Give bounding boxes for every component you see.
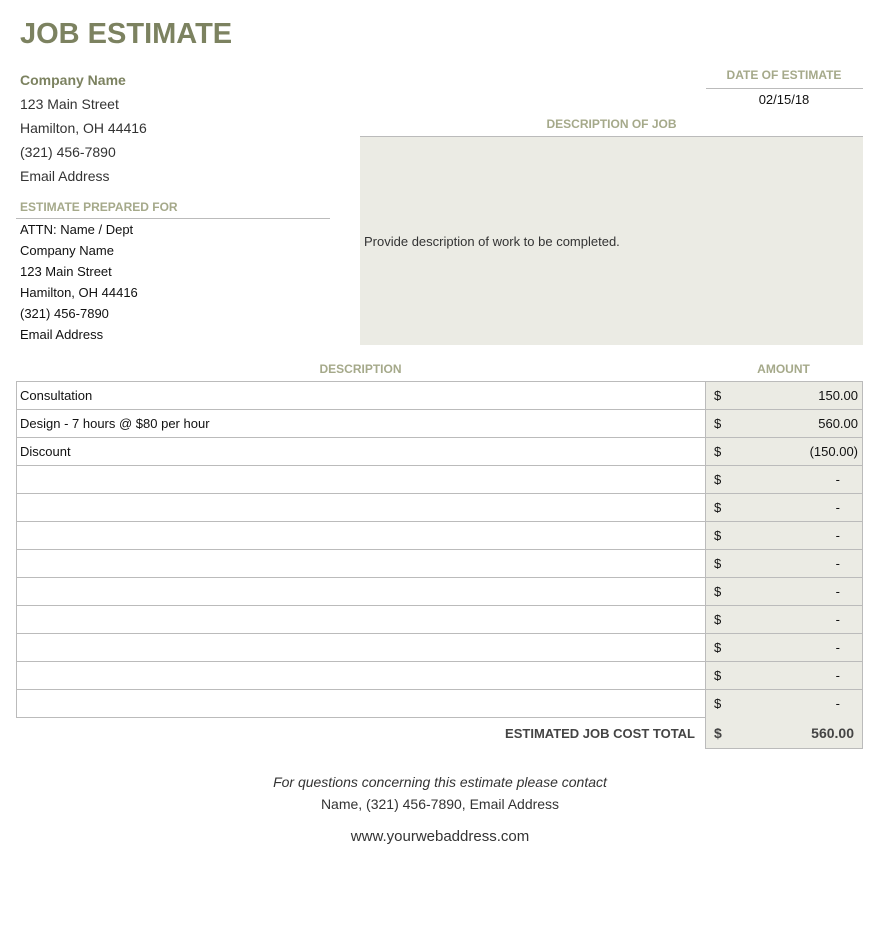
amount-value: 560.00: [818, 416, 858, 431]
table-row: $ -: [16, 661, 863, 690]
footer-website[interactable]: www.yourwebaddress.com: [350, 828, 530, 845]
job-description-label: DESCRIPTION OF JOB: [546, 117, 677, 131]
total-value: 560.00: [811, 724, 854, 741]
row-description[interactable]: Discount: [16, 437, 706, 466]
row-description[interactable]: [16, 633, 706, 662]
divider: [706, 88, 863, 89]
row-description[interactable]: [16, 577, 706, 606]
row-amount[interactable]: $ -: [705, 605, 863, 634]
description-header: DESCRIPTION: [319, 362, 402, 376]
prepared-line: Hamilton, OH 44416: [20, 285, 138, 300]
currency-symbol: $: [714, 500, 722, 515]
company-city: Hamilton, OH 44416: [20, 120, 147, 136]
date-value[interactable]: 02/15/18: [758, 92, 810, 107]
currency-symbol: $: [714, 388, 722, 403]
row-description[interactable]: [16, 549, 706, 578]
row-amount[interactable]: $ -: [705, 661, 863, 690]
line-items-table: Consultation $150.00 Design - 7 hours @ $…: [16, 381, 863, 718]
currency-symbol: $: [714, 612, 722, 627]
row-amount[interactable]: $560.00: [705, 409, 863, 438]
table-row: $ -: [16, 633, 863, 662]
table-row: $ -: [16, 493, 863, 522]
date-label: DATE OF ESTIMATE: [726, 68, 842, 82]
table-row: $ -: [16, 577, 863, 606]
table-row: Consultation $150.00: [16, 381, 863, 410]
currency-symbol: $: [714, 724, 722, 741]
amount-value: -: [835, 612, 840, 627]
row-amount[interactable]: $ -: [705, 689, 863, 718]
row-amount[interactable]: $ -: [705, 633, 863, 662]
table-row: $ -: [16, 689, 863, 718]
amount-value: -: [835, 472, 840, 487]
table-row: $ -: [16, 465, 863, 494]
row-amount[interactable]: $ -: [705, 577, 863, 606]
table-row: Discount $ (150.00): [16, 437, 863, 466]
prepared-line: Email Address: [20, 327, 104, 342]
row-description[interactable]: [16, 605, 706, 634]
amount-value: -: [835, 640, 840, 655]
table-row: $ -: [16, 549, 863, 578]
currency-symbol: $: [714, 640, 722, 655]
company-email: Email Address: [20, 168, 110, 184]
amount-header: AMOUNT: [757, 362, 810, 376]
row-amount[interactable]: $ -: [705, 465, 863, 494]
prepared-for-label: ESTIMATE PREPARED FOR: [20, 200, 178, 214]
footer-contact: Name, (321) 456-7890, Email Address: [320, 796, 560, 812]
row-amount[interactable]: $ -: [705, 493, 863, 522]
job-description-box[interactable]: Provide description of work to be comple…: [360, 136, 863, 345]
company-phone: (321) 456-7890: [20, 144, 116, 160]
total-cell: $560.00: [705, 717, 863, 749]
prepared-line: Company Name: [20, 243, 114, 258]
amount-value: (150.00): [809, 444, 858, 459]
amount-value: -: [835, 668, 840, 683]
currency-symbol: $: [714, 668, 722, 683]
row-description[interactable]: Consultation: [16, 381, 706, 410]
amount-value: -: [835, 528, 840, 543]
row-description[interactable]: [16, 521, 706, 550]
prepared-line: (321) 456-7890: [20, 306, 109, 321]
currency-symbol: $: [714, 696, 722, 711]
row-description[interactable]: [16, 689, 706, 718]
table-row: $ -: [16, 605, 863, 634]
company-street: 123 Main Street: [20, 96, 119, 112]
divider: [16, 218, 330, 219]
currency-symbol: $: [714, 444, 722, 459]
currency-symbol: $: [714, 416, 722, 431]
currency-symbol: $: [714, 556, 722, 571]
amount-value: 150.00: [818, 388, 858, 403]
table-row: Design - 7 hours @ $80 per hour $560.00: [16, 409, 863, 438]
amount-value: -: [835, 556, 840, 571]
amount-value: -: [835, 584, 840, 599]
currency-symbol: $: [714, 584, 722, 599]
table-row: $ -: [16, 521, 863, 550]
amount-value: -: [835, 696, 840, 711]
row-description[interactable]: [16, 465, 706, 494]
row-description[interactable]: [16, 493, 706, 522]
row-description[interactable]: Design - 7 hours @ $80 per hour: [16, 409, 706, 438]
company-name: Company Name: [20, 72, 126, 88]
company-info: Company Name 123 Main Street Hamilton, O…: [20, 68, 147, 188]
row-amount[interactable]: $ -: [705, 549, 863, 578]
currency-symbol: $: [714, 472, 722, 487]
page-title: JOB ESTIMATE: [20, 18, 233, 50]
amount-value: -: [835, 500, 840, 515]
currency-symbol: $: [714, 528, 722, 543]
prepared-for-info: ATTN: Name / Dept Company Name 123 Main …: [20, 219, 138, 345]
row-description[interactable]: [16, 661, 706, 690]
footer-contact-intro: For questions concerning this estimate p…: [273, 774, 607, 790]
row-amount[interactable]: $ -: [705, 521, 863, 550]
total-label: ESTIMATED JOB COST TOTAL: [505, 726, 695, 741]
row-amount[interactable]: $ (150.00): [705, 437, 863, 466]
job-description-text: Provide description of work to be comple…: [364, 233, 620, 249]
prepared-line: ATTN: Name / Dept: [20, 222, 134, 237]
row-amount[interactable]: $150.00: [705, 381, 863, 410]
prepared-line: 123 Main Street: [20, 264, 112, 279]
